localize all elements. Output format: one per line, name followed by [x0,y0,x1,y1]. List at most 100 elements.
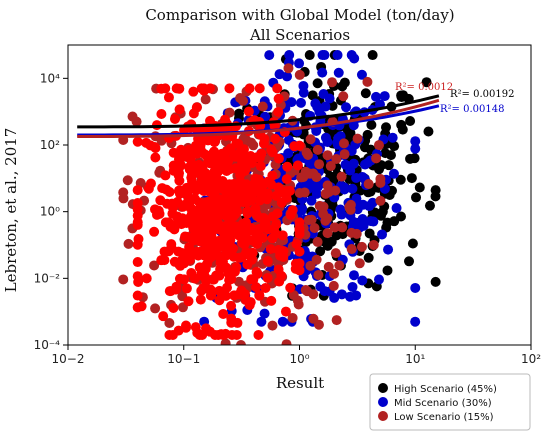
data-point [356,241,367,252]
data-point [226,313,237,324]
data-point [196,268,207,279]
data-point [200,201,211,212]
data-points [118,50,441,345]
data-point [351,172,362,183]
data-point [224,275,235,286]
data-point [285,282,296,293]
data-point [262,188,273,199]
legend-label: Mid Scenario (30%) [394,398,492,409]
data-point [205,185,216,196]
data-point [305,260,316,271]
data-point [352,133,363,144]
data-point [287,205,298,216]
data-point [173,325,184,336]
r2-annotations: R²= 0.00192 R²= 0.00148 R²= 0.0012 [395,82,514,115]
data-point [364,201,375,212]
data-point [366,119,377,130]
data-point [319,50,330,61]
data-point [173,154,184,165]
data-point [362,76,373,87]
data-point [132,257,143,268]
data-point [267,320,278,331]
data-point [331,153,342,164]
data-point [274,69,285,80]
data-point [371,153,382,164]
data-point [201,247,212,258]
data-point [132,271,143,282]
y-tick-label: 10² [40,138,60,152]
data-point [233,108,244,119]
data-point [254,153,265,164]
data-point [294,228,305,239]
data-point [312,144,323,155]
data-point [291,239,302,250]
trend-line [77,94,440,129]
data-point [405,153,416,164]
data-point [217,176,228,187]
data-point [227,329,238,340]
data-point [338,138,349,149]
data-point [218,329,229,340]
data-point [329,268,340,279]
data-point [247,247,258,258]
data-point [192,148,203,159]
y-axis: 10⁻⁴ 10⁻² 10⁰ 10² 10⁴ [34,71,68,352]
data-point [323,261,334,272]
data-point [339,182,350,193]
data-point [382,217,393,228]
data-point [180,320,191,331]
data-point [177,247,188,258]
data-point [407,238,418,249]
y-axis-label: Lebreton, et al., 2017 [2,128,20,293]
data-point [255,161,266,172]
data-point [405,116,416,127]
data-point [182,196,193,207]
data-point [295,97,306,108]
data-point [281,339,292,345]
data-point [368,216,379,227]
data-point [298,80,309,91]
data-point [294,58,305,69]
data-point [218,221,229,232]
data-point [348,270,359,281]
data-point [201,323,212,334]
data-point [132,204,143,215]
chart-subtitle: All Scenarios [249,26,350,44]
data-point [282,71,293,82]
data-point [196,285,207,296]
data-point [368,239,379,250]
data-point [240,217,251,228]
data-point [338,91,349,102]
legend-label: High Scenario (45%) [394,384,497,395]
data-point [325,161,336,172]
data-point [404,256,415,267]
r2-label: R²= 0.00148 [440,104,504,115]
data-point [327,200,338,211]
data-point [347,183,358,194]
data-point [250,173,261,184]
data-point [303,214,314,225]
data-point [307,90,318,101]
data-point [171,83,182,94]
data-point [127,111,138,122]
data-point [197,164,208,175]
data-point [242,259,253,270]
data-point [315,281,326,292]
data-point [273,264,284,275]
data-point [256,316,267,327]
data-point [414,182,425,193]
data-point [132,136,143,147]
data-point [306,195,317,206]
data-point [254,195,265,206]
data-point [312,236,323,247]
data-point [345,165,356,176]
data-point [141,137,152,148]
y-tick-label: 10⁻² [34,271,61,285]
chart-title: Comparison with Global Model (ton/day) [145,6,454,24]
data-point [406,173,417,184]
data-point [371,91,382,102]
data-point [270,133,281,144]
data-point [229,266,240,277]
data-point [168,165,179,176]
data-point [332,50,343,61]
